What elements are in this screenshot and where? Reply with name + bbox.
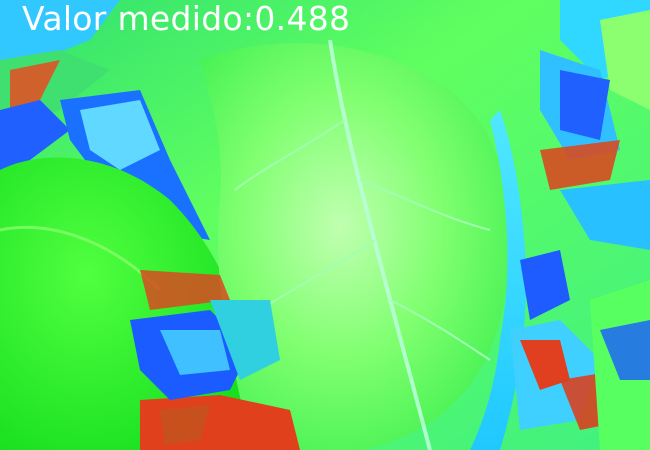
measured-value-label: Valor medido:0.488 [22, 0, 351, 38]
